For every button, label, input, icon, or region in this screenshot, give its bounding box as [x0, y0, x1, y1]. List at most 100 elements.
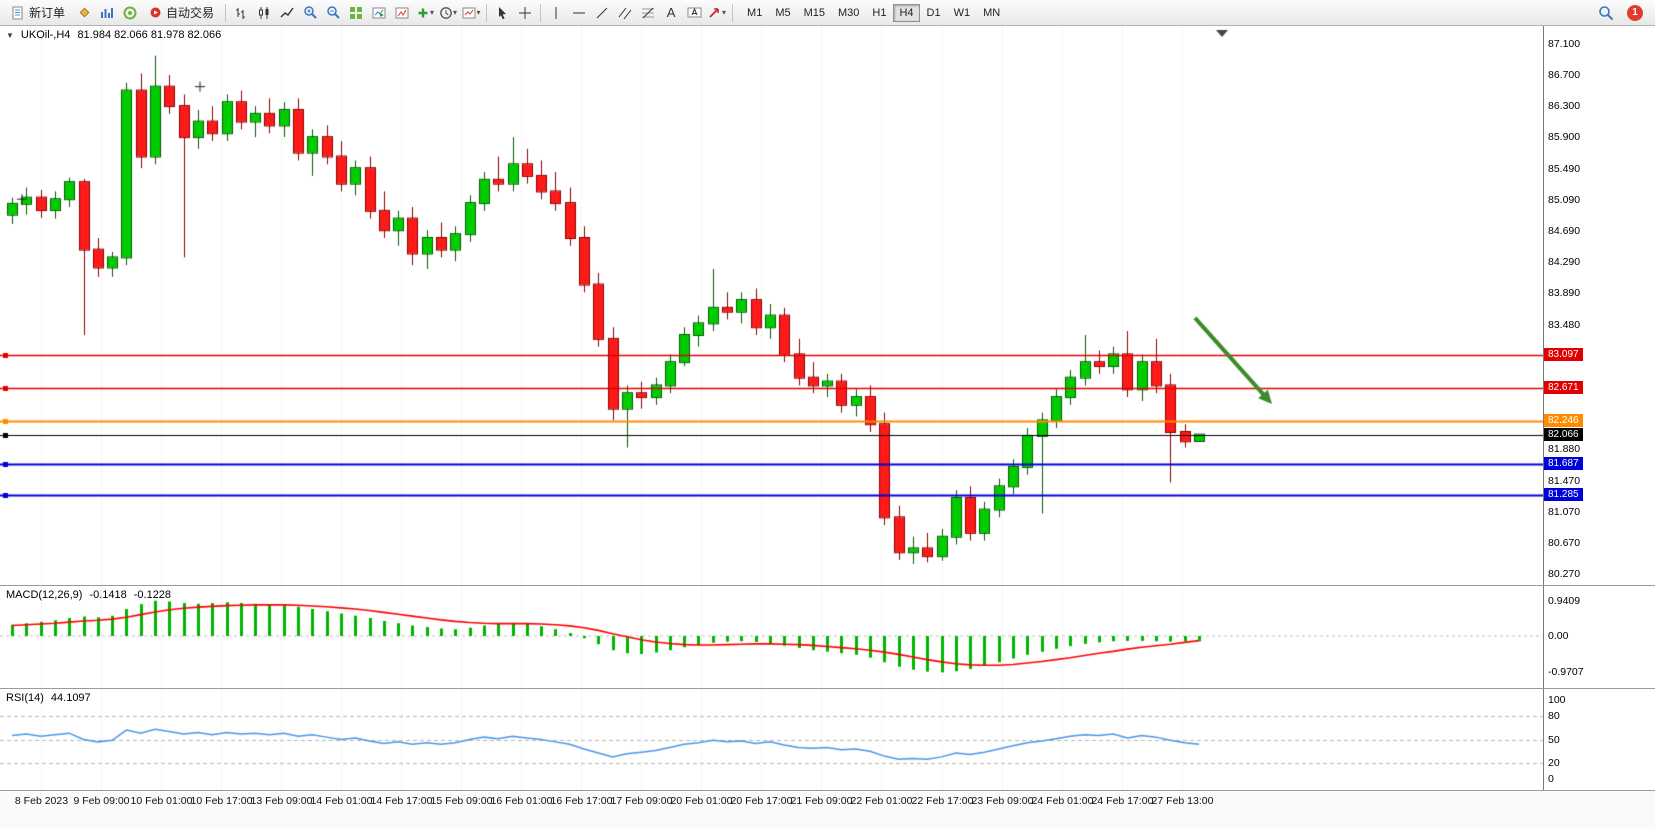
bar-chart-button[interactable] [230, 2, 252, 24]
macd-panel-canvas[interactable] [0, 586, 1543, 688]
new-order-button[interactable]: 新订单 [4, 2, 72, 24]
channel-icon [618, 6, 632, 20]
chart-header: ▼ UKOil-,H4 81.984 82.066 81.978 82.066 [6, 29, 221, 41]
price-axis-label: 84.690 [1548, 225, 1581, 238]
timeframe-h4[interactable]: H4 [893, 3, 920, 22]
mql-market-button[interactable] [73, 2, 95, 24]
timeframe-m15[interactable]: M15 [803, 6, 825, 19]
notification-badge[interactable]: 1 [1627, 4, 1643, 21]
separator [225, 3, 227, 22]
time-axis-label: 22 Feb 01:00 [850, 795, 913, 807]
panel-splitter[interactable] [0, 585, 1655, 586]
main-chart-canvas[interactable] [0, 26, 1543, 585]
cursor-tool-button[interactable] [491, 2, 513, 24]
toolbar: 新订单 自动交易 ▾ ▾ ▾ A ▾ M1 M5 M15 M30 H1 H4 D1 W1 MN … [0, 0, 1655, 26]
text-tool-label: A [666, 5, 676, 20]
macd-axis-label: 0.00 [1548, 630, 1569, 642]
text-tool-button[interactable]: A [660, 2, 682, 24]
market-depth-button[interactable] [96, 2, 118, 24]
time-axis-label: 20 Feb 17:00 [730, 795, 793, 807]
price-axis-column[interactable] [1543, 26, 1655, 791]
text-label-icon [687, 6, 702, 19]
fibonacci-tool-button[interactable] [637, 2, 659, 24]
time-axis-label: 16 Feb 01:00 [490, 795, 553, 807]
timeframe-m1[interactable]: M1 [747, 6, 763, 19]
time-axis-label: 10 Feb 01:00 [130, 795, 193, 807]
community-button[interactable] [119, 2, 141, 24]
price-axis-label: 85.490 [1548, 162, 1581, 175]
vertical-line-tool-button[interactable] [545, 2, 567, 24]
vertical-line-icon [551, 6, 561, 20]
chevron-down-icon: ▾ [722, 8, 727, 17]
crosshair-icon [518, 6, 532, 20]
zoom-out-button[interactable] [322, 2, 344, 24]
collapse-triangle-icon[interactable]: ▼ [6, 31, 14, 40]
price-axis-label: 83.890 [1548, 287, 1581, 300]
time-axis-label: 15 Feb 09:00 [430, 795, 493, 807]
time-axis-label: 10 Feb 17:00 [190, 795, 253, 807]
candlestick-chart-button[interactable] [253, 2, 275, 24]
rsi-axis-label: 80 [1548, 709, 1560, 722]
zoom-in-icon [303, 5, 318, 20]
separator [732, 3, 734, 22]
time-axis[interactable]: 8 Feb 2023 9 Feb 09:00 10 Feb 01:00 10 Feb … [0, 791, 1655, 828]
zoom-in-button[interactable] [299, 2, 321, 24]
time-axis-label: 17 Feb 09:00 [610, 795, 673, 807]
new-order-label: 新订单 [29, 6, 66, 20]
search-button[interactable] [1595, 2, 1617, 24]
crosshair-tool-button[interactable] [514, 2, 536, 24]
trendline-icon [595, 6, 609, 20]
time-axis-label: 22 Feb 17:00 [911, 795, 974, 807]
depth-bars-icon [100, 6, 114, 20]
timeframe-h1[interactable]: H1 [872, 6, 887, 19]
price-axis-label: 83.480 [1548, 318, 1581, 331]
diamond-icon [77, 5, 92, 20]
channel-tool-button[interactable] [614, 2, 636, 24]
timeframe-w1[interactable]: W1 [953, 6, 971, 19]
price-axis-label: 81.470 [1548, 474, 1581, 487]
tile-windows-button[interactable] [345, 2, 367, 24]
price-axis-label: 86.300 [1548, 100, 1581, 113]
strategy-tester-button[interactable] [368, 2, 390, 24]
time-axis-label: 13 Feb 09:00 [250, 795, 313, 807]
trendline-tool-button[interactable] [591, 2, 613, 24]
text-label-tool-button[interactable] [683, 2, 705, 24]
strategy-tester-visual-button[interactable] [391, 2, 413, 24]
time-axis-label: 14 Feb 01:00 [310, 795, 373, 807]
toolbar-right: 1 [1595, 2, 1651, 24]
rsi-axis-label: 0 [1548, 773, 1554, 785]
clock-icon [439, 6, 453, 20]
bar-chart-icon [234, 6, 248, 20]
ohlc-values: 81.984 82.066 81.978 82.066 [77, 29, 222, 41]
rsi-indicator-label: RSI(14) 44.1097 [6, 692, 91, 704]
auto-trading-button[interactable]: 自动交易 [142, 2, 221, 24]
template-icon [462, 6, 477, 20]
tester-visual-icon [395, 6, 410, 20]
tile-windows-icon [349, 6, 363, 20]
time-axis-label: 23 Feb 09:00 [971, 795, 1034, 807]
time-axis-label: 27 Feb 13:00 [1151, 795, 1214, 807]
rsi-axis-label: 20 [1548, 757, 1560, 770]
timeframe-m5[interactable]: M5 [775, 6, 791, 19]
periods-button[interactable]: ▾ [437, 2, 459, 24]
price-line-badge: 82.671 [1544, 380, 1583, 394]
templates-button[interactable]: ▾ [460, 2, 482, 24]
timeframe-m30[interactable]: M30 [838, 6, 860, 19]
horizontal-line-tool-button[interactable] [568, 2, 590, 24]
time-axis-label: 14 Feb 17:00 [370, 795, 433, 807]
rsi-panel-canvas[interactable] [0, 689, 1543, 790]
timeframe-mn[interactable]: MN [983, 6, 1001, 19]
timeframe-d1[interactable]: D1 [926, 6, 941, 19]
rsi-name: RSI(14) [6, 692, 44, 704]
price-axis-label: 85.900 [1548, 131, 1581, 144]
add-indicator-button[interactable]: ▾ [414, 2, 436, 24]
arrows-tool-button[interactable]: ▾ [706, 2, 728, 24]
price-line-badge: 81.285 [1544, 488, 1583, 502]
price-axis-label: 85.090 [1548, 193, 1581, 206]
auto-trading-label: 自动交易 [166, 6, 215, 20]
panel-splitter[interactable] [0, 688, 1655, 689]
line-chart-button[interactable] [276, 2, 298, 24]
price-axis-label: 80.270 [1548, 568, 1581, 580]
macd-axis-label: 0.9409 [1548, 594, 1581, 607]
price-axis-label: 86.700 [1548, 69, 1581, 82]
